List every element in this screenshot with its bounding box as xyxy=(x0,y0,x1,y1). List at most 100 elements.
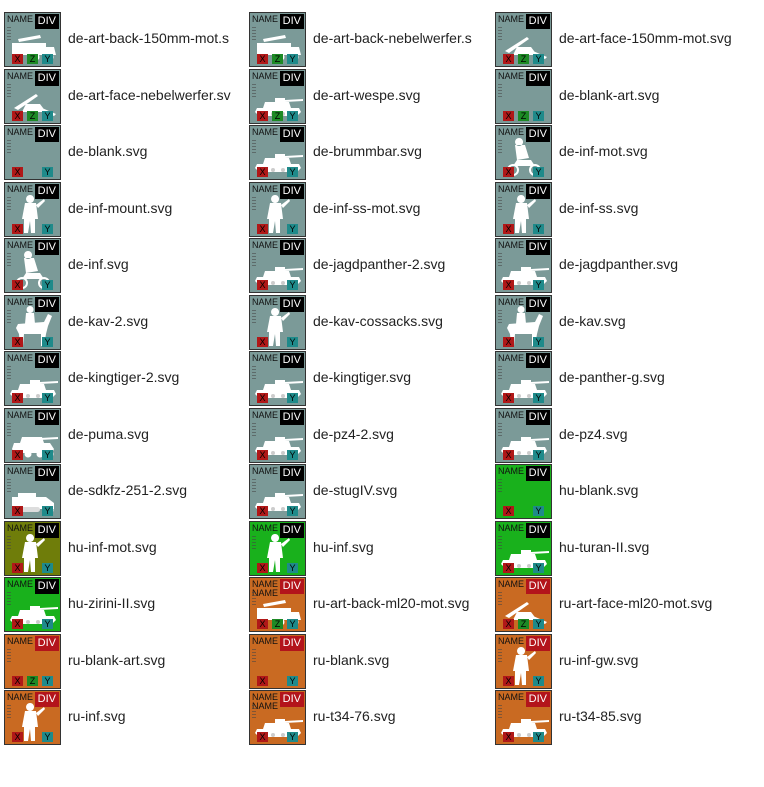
counter-thumbnail[interactable]: NAME DIV X Y xyxy=(4,464,61,519)
counter-thumbnail[interactable]: NAME DIV X Z Y xyxy=(495,68,552,124)
tile-div-badge: DIV xyxy=(279,14,304,29)
file-name-label[interactable]: ru-art-face-ml20-mot.svg xyxy=(559,595,713,611)
file-name-label[interactable]: de-art-wespe.svg xyxy=(313,86,421,103)
file-name-label[interactable]: de-sdkfz-251-2.svg xyxy=(68,482,188,498)
file-name-label[interactable]: hu-inf.svg xyxy=(313,538,374,555)
counter-thumbnail[interactable]: NAME DIV X Y xyxy=(4,125,61,180)
tile-name-label: NAME xyxy=(498,579,525,589)
tile-x-marker: X xyxy=(503,336,514,347)
file-name-label[interactable]: de-inf-mot.svg xyxy=(559,143,648,159)
file-name-label[interactable]: ru-t34-85.svg xyxy=(559,708,642,724)
counter-thumbnail[interactable]: NAME NAME DIV X Z Y xyxy=(249,577,306,632)
tile-y-marker: Y xyxy=(533,393,544,403)
counter-thumbnail[interactable]: NAME DIV X Y xyxy=(249,351,306,406)
counter-thumbnail[interactable]: NAME DIV X Z Y xyxy=(249,68,306,124)
file-name-label[interactable]: ru-inf.svg xyxy=(68,708,126,724)
counter-thumbnail[interactable]: NAME DIV X Y xyxy=(249,633,306,689)
file-name-label[interactable]: de-art-face-nebelwerfer.sv xyxy=(68,86,231,103)
file-name-label[interactable]: de-inf-ss-mot.svg xyxy=(313,199,421,216)
file-name-label[interactable]: de-pz4-2.svg xyxy=(313,425,394,442)
tile-y-marker: Y xyxy=(287,393,298,403)
file-name-label[interactable]: de-kav.svg xyxy=(559,312,626,329)
file-name-label[interactable]: de-jagdpanther-2.svg xyxy=(313,256,446,272)
file-name-label[interactable]: ru-blank.svg xyxy=(313,651,390,668)
tile-div-badge: DIV xyxy=(279,296,304,312)
counter-thumbnail[interactable]: NAME DIV X Y xyxy=(249,407,306,463)
counter-thumbnail[interactable]: NAME DIV X Y xyxy=(4,690,61,745)
tile-stripe xyxy=(7,705,11,719)
file-name-label[interactable]: de-brummbar.svg xyxy=(313,143,422,159)
counter-thumbnail[interactable]: NAME DIV X Y xyxy=(249,238,306,293)
counter-thumbnail[interactable]: NAME DIV X Y xyxy=(249,520,306,576)
tile-name-label: NAME xyxy=(252,579,279,589)
counter-thumbnail[interactable]: NAME NAME DIV X Y xyxy=(249,690,306,745)
tile-x-marker: X xyxy=(12,732,23,742)
counter-thumbnail[interactable]: NAME DIV X Y xyxy=(249,125,306,180)
file-name-label[interactable]: de-kav-2.svg xyxy=(68,312,149,329)
counter-thumbnail[interactable]: NAME DIV X Y xyxy=(4,407,61,463)
counter-thumbnail[interactable]: NAME DIV X Y xyxy=(495,520,552,576)
counter-thumbnail[interactable]: NAME DIV X Z Y xyxy=(4,633,61,689)
counter-thumbnail[interactable]: NAME DIV X Y xyxy=(4,577,61,632)
counter-thumbnail[interactable]: NAME DIV X Z Y xyxy=(4,12,61,67)
grid-row: NAME DIV X Y hu-inf-mot.svg NAME DIV X Y hu-inf.s… xyxy=(4,520,760,578)
tile-name-label: NAME xyxy=(498,522,525,533)
file-name-label[interactable]: de-puma.svg xyxy=(68,425,149,442)
file-name-label[interactable]: de-blank.svg xyxy=(68,143,148,159)
counter-thumbnail[interactable]: NAME DIV X Y xyxy=(4,520,61,576)
file-name-label[interactable]: de-blank-art.svg xyxy=(559,86,660,103)
counter-thumbnail[interactable]: NAME DIV X Y xyxy=(495,407,552,463)
file-name-label[interactable]: de-inf-mount.svg xyxy=(68,199,173,216)
file-name-label[interactable]: de-art-back-nebelwerfer.s xyxy=(313,30,472,46)
file-name-label[interactable]: de-jagdpanther.svg xyxy=(559,256,679,272)
file-name-label[interactable]: ru-inf-gw.svg xyxy=(559,651,639,668)
counter-thumbnail[interactable]: NAME DIV X Z Y xyxy=(495,577,552,632)
tile-z-marker: Z xyxy=(27,110,38,121)
tile-z-marker: Z xyxy=(518,619,529,629)
counter-thumbnail[interactable]: NAME DIV X Y xyxy=(249,294,306,350)
tile-x-marker: X xyxy=(503,675,514,686)
file-name-label[interactable]: de-inf.svg xyxy=(68,256,129,272)
file-name-label[interactable]: de-art-back-150mm-mot.s xyxy=(68,30,230,46)
tile-div-badge: DIV xyxy=(525,240,550,255)
counter-thumbnail[interactable]: NAME DIV X Y xyxy=(495,633,552,689)
counter-thumbnail[interactable]: NAME DIV X Y xyxy=(495,238,552,293)
counter-thumbnail[interactable]: NAME DIV X Y xyxy=(249,181,306,237)
counter-thumbnail[interactable]: NAME DIV X Z Y xyxy=(4,68,61,124)
file-name-label[interactable]: ru-art-back-ml20-mot.svg xyxy=(313,595,470,611)
counter-thumbnail[interactable]: NAME DIV X Z Y xyxy=(495,12,552,67)
tile-div-badge: DIV xyxy=(34,127,59,142)
tile-name-label: NAME xyxy=(7,466,34,476)
file-name-label[interactable]: de-pz4.svg xyxy=(559,425,628,442)
grid-row: NAME DIV X Z Y ru-blank-art.svg NAME DIV X Y ru-bl… xyxy=(4,633,760,691)
file-name-label[interactable]: de-inf-ss.svg xyxy=(559,199,639,216)
counter-thumbnail[interactable]: NAME DIV X Y xyxy=(495,464,552,519)
file-name-label[interactable]: de-art-face-150mm-mot.svg xyxy=(559,30,732,46)
file-name-label[interactable]: ru-blank-art.svg xyxy=(68,651,166,668)
counter-thumbnail[interactable]: NAME DIV X Y xyxy=(4,238,61,293)
counter-thumbnail[interactable]: NAME DIV X Y xyxy=(495,181,552,237)
tile-x-marker: X xyxy=(257,619,268,629)
counter-thumbnail[interactable]: NAME DIV X Y xyxy=(495,294,552,350)
counter-thumbnail[interactable]: NAME DIV X Y xyxy=(4,351,61,406)
counter-thumbnail[interactable]: NAME DIV X Y xyxy=(495,351,552,406)
counter-thumbnail[interactable]: NAME DIV X Y xyxy=(249,464,306,519)
file-name-label[interactable]: de-kav-cossacks.svg xyxy=(313,312,443,329)
counter-thumbnail[interactable]: NAME DIV X Y xyxy=(495,125,552,180)
tile-stripe xyxy=(252,309,256,324)
file-name-label[interactable]: hu-inf-mot.svg xyxy=(68,538,157,555)
counter-thumbnail[interactable]: NAME DIV X Y xyxy=(4,181,61,237)
file-name-label[interactable]: de-kingtiger-2.svg xyxy=(68,369,180,385)
file-name-label[interactable]: hu-zirini-II.svg xyxy=(68,595,156,611)
tile-name-label: NAME xyxy=(7,353,34,363)
counter-thumbnail[interactable]: NAME DIV X Y xyxy=(4,294,61,350)
counter-thumbnail[interactable]: NAME DIV X Z Y xyxy=(249,12,306,67)
counter-thumbnail[interactable]: NAME DIV X Y xyxy=(495,690,552,745)
file-name-label[interactable]: hu-blank.svg xyxy=(559,482,639,498)
file-name-label[interactable]: de-panther-g.svg xyxy=(559,369,665,385)
tile-stripe xyxy=(252,648,256,663)
file-name-label[interactable]: ru-t34-76.svg xyxy=(313,708,396,724)
file-name-label[interactable]: de-kingtiger.svg xyxy=(313,369,412,385)
file-name-label[interactable]: de-stugIV.svg xyxy=(313,482,398,498)
file-name-label[interactable]: hu-turan-II.svg xyxy=(559,538,650,555)
